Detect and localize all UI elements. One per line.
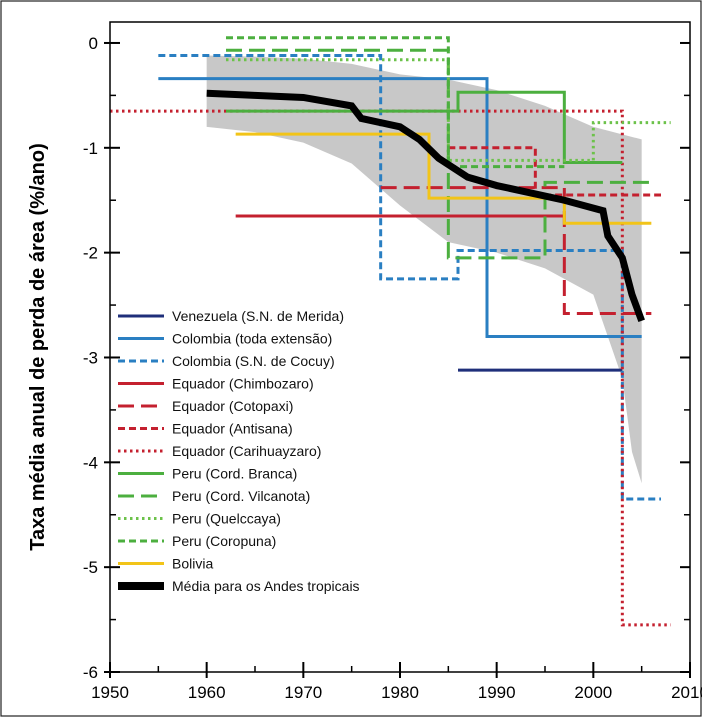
- legend: Venezuela (S.N. de Merida) Colombia (toda…: [118, 308, 360, 594]
- legend-label: Peru (Cord. Branca): [172, 466, 297, 482]
- series-line-1: [158, 77, 642, 339]
- series-line-11: [235, 132, 652, 225]
- y-tick-label: -2: [83, 244, 98, 263]
- legend-label: Peru (Quelccaya): [172, 511, 281, 527]
- y-tick-label: -1: [83, 139, 98, 158]
- x-tick-label: 1950: [91, 683, 129, 702]
- x-tick-label: 1990: [478, 683, 516, 702]
- legend-label: Colombia (toda extensão): [172, 331, 332, 347]
- legend-label: Equador (Carihuayzaro): [172, 443, 321, 459]
- y-axis-label: Taxa média anual de perda de área (%/ano…: [27, 143, 49, 551]
- legend-label: Média para os Andes tropicais: [172, 578, 360, 594]
- series-line-10: [226, 36, 565, 169]
- x-tick-label: 2000: [574, 683, 612, 702]
- series-line-12: [206, 89, 645, 323]
- y-tick-label: -3: [83, 348, 98, 367]
- y-tick-label: 0: [89, 34, 98, 53]
- series-line-7: [226, 90, 623, 164]
- series-line-5: [448, 146, 661, 197]
- legend-label: Bolivia: [172, 556, 213, 572]
- legend-label: Peru (Coropuna): [172, 533, 276, 549]
- legend-label: Equador (Chimbozaro): [172, 376, 314, 392]
- series-line-6: [110, 109, 671, 627]
- series-layer: [110, 36, 671, 627]
- y-tick-label: -4: [83, 453, 98, 472]
- y-tick-label: -6: [83, 663, 98, 682]
- legend-label: Colombia (S.N. de Cocuy): [172, 353, 335, 369]
- range-band: [206, 55, 642, 484]
- x-tick-label: 1980: [381, 683, 419, 702]
- y-tick-label: -5: [83, 558, 98, 577]
- legend-label: Venezuela (S.N. de Merida): [172, 308, 344, 324]
- x-tick-label: 1960: [188, 683, 226, 702]
- series-line-4: [380, 186, 652, 315]
- legend-label: Peru (Cord. Vilcanota): [172, 488, 310, 504]
- uncertainty-band: [206, 55, 642, 484]
- series-line-8: [226, 48, 652, 260]
- legend-label: Equador (Antisana): [172, 421, 293, 437]
- x-tick-label: 1970: [284, 683, 322, 702]
- legend-label: Equador (Cotopaxi): [172, 398, 293, 414]
- series-line-2: [158, 54, 661, 501]
